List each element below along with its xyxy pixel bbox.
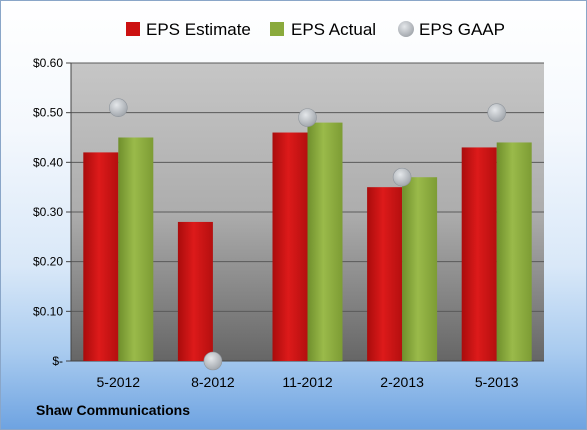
y-axis-ticks: $- $0.10 $0.20 $0.30 $0.40 $0.50 $0.60 [33, 56, 71, 368]
x-tick-label: 5-2013 [475, 374, 519, 390]
eps-gaap-marker [392, 167, 412, 187]
company-name: Shaw Communications [36, 402, 191, 418]
legend: EPS Estimate EPS Actual EPS GAAP [126, 20, 505, 39]
eps-gaap-marker [487, 103, 507, 122]
x-tick-label: 8-2012 [191, 374, 235, 390]
x-tick-label: 11-2012 [282, 374, 333, 390]
eps-estimate-bar [367, 187, 403, 361]
eps-actual-bar [307, 122, 343, 361]
y-tick-label: $0.30 [33, 205, 63, 219]
eps-actual-bar [118, 137, 154, 361]
eps-gaap-marker [109, 98, 128, 117]
legend-label-eps-estimate: EPS Estimate [146, 20, 251, 39]
y-tick-label: $0.50 [33, 106, 63, 120]
eps-actual-bar [496, 142, 532, 361]
eps-estimate-bar [461, 147, 497, 361]
eps-estimate-bar [83, 152, 119, 361]
eps-gaap-marker [203, 351, 223, 371]
legend-label-eps-gaap: EPS GAAP [419, 20, 505, 39]
gaap-markers [109, 98, 507, 371]
eps-estimate-bar [272, 132, 308, 361]
legend-marker-eps-gaap [398, 21, 414, 37]
y-tick-label: $0.40 [33, 155, 63, 169]
y-tick-label: $0.60 [33, 56, 63, 70]
eps-estimate-bar [177, 221, 213, 361]
x-axis-labels: 5-2012 8-2012 11-2012 2-2013 5-2013 [97, 374, 519, 390]
eps-gaap-marker [298, 108, 317, 127]
eps-actual-bar [402, 177, 438, 361]
x-tick-label: 2-2013 [380, 374, 424, 390]
y-tick-label: $- [52, 354, 63, 368]
bars [83, 122, 532, 361]
legend-swatch-eps-actual [270, 22, 284, 36]
x-tick-label: 5-2012 [97, 374, 141, 390]
y-tick-label: $0.10 [33, 304, 63, 318]
y-tick-label: $0.20 [33, 255, 63, 269]
legend-swatch-eps-estimate [126, 22, 140, 36]
legend-label-eps-actual: EPS Actual [291, 20, 376, 39]
